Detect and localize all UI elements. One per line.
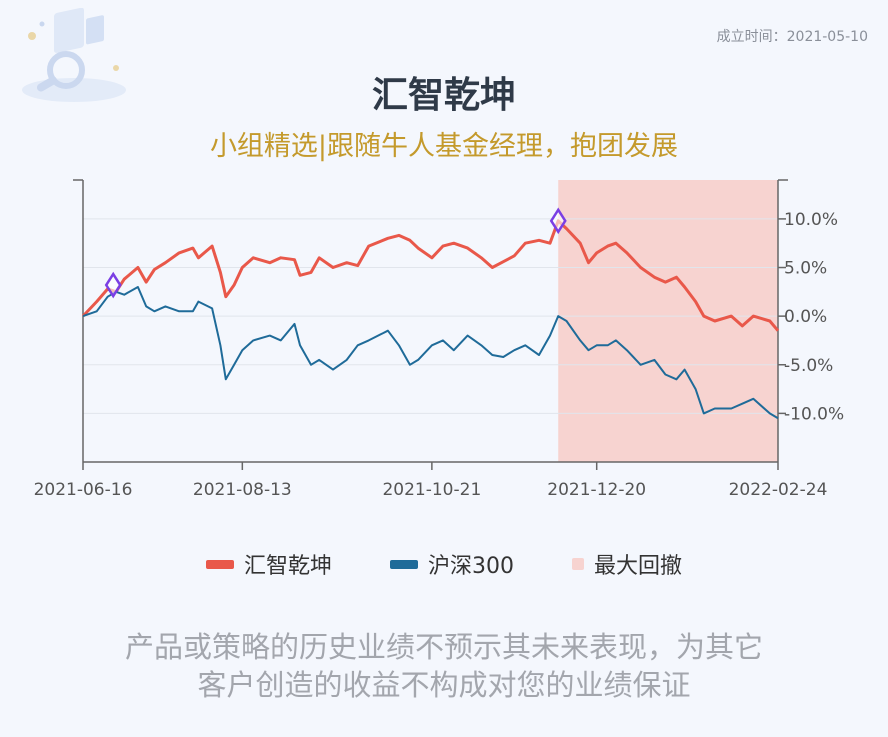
disclaimer-line-2: 客户创造的收益不构成对您的业绩保证 [197, 668, 691, 702]
legend-swatch-fund [205, 559, 234, 569]
drawdown-area-group [558, 180, 778, 462]
disclaimer: 产品或策略的历史业绩不预示其未来表现，为其它 客户创造的收益不构成对您的业绩保证 [0, 628, 888, 704]
y-tick-label: 10.0% [784, 210, 838, 230]
series-line-index [82, 286, 779, 420]
x-tick-label: 2021-10-21 [382, 480, 481, 500]
page-subtitle: 小组精选|跟随牛人基金经理，抱团发展 [209, 131, 679, 162]
x-tick-label: 2021-06-16 [34, 480, 133, 500]
legend-swatch-index [390, 559, 418, 569]
performance-chart: 10.0% 5.0% 0.0% -5.0% -10.0% 2021-06-16 2021-0… [34, 179, 844, 500]
diamond-marker [104, 271, 122, 299]
x-tick-label: 2021-12-20 [547, 480, 646, 500]
established-date: 成立时间：2021-05-10 [716, 29, 868, 45]
legend-swatch-drawdown [572, 558, 584, 570]
legend-label-fund: 汇智乾坤 [243, 554, 332, 579]
max-drawdown-band [558, 180, 778, 462]
markers-group [104, 207, 567, 299]
y-tick-label: 5.0% [784, 259, 827, 279]
series-group [81, 219, 780, 420]
y-tick-label: -10.0% [784, 404, 844, 424]
series-line-fund [81, 219, 780, 332]
x-tick-label: 2021-08-13 [193, 480, 292, 500]
legend-item-index[interactable]: 沪深300 [390, 548, 514, 580]
y-tick-label: 0.0% [784, 307, 827, 327]
y-tick-label: -5.0% [784, 356, 833, 376]
decorative-search-illustration [22, 8, 126, 102]
chart-legend: 汇智乾坤 沪深300 最大回撤 [0, 548, 888, 580]
diamond-marker [549, 207, 567, 235]
page-title: 汇智乾坤 [371, 75, 516, 116]
legend-item-fund[interactable]: 汇智乾坤 [205, 548, 332, 580]
legend-label-index: 沪深300 [428, 554, 514, 579]
legend-label-drawdown: 最大回撤 [594, 554, 683, 579]
disclaimer-line-1: 产品或策略的历史业绩不预示其未来表现，为其它 [124, 630, 763, 664]
grid-group [83, 218, 778, 414]
x-tick-label: 2022-02-24 [729, 480, 828, 500]
axes-group: 10.0% 5.0% 0.0% -5.0% -10.0% 2021-06-16 2021-0… [34, 179, 844, 500]
legend-item-drawdown[interactable]: 最大回撤 [572, 548, 682, 580]
